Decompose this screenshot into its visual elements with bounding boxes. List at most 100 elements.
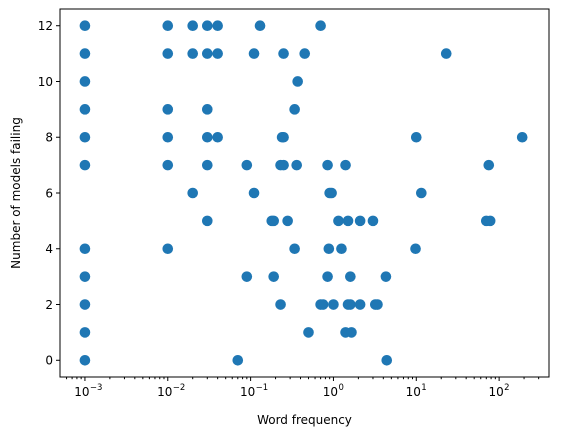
data-point [212,131,223,143]
data-point [79,354,91,366]
data-point [202,215,213,227]
x-tick-exponent: −1 [256,383,269,393]
data-point [79,327,91,338]
data-point [367,215,379,227]
data-point [162,20,174,32]
data-point [202,104,213,115]
data-point [328,299,339,310]
data-point [380,271,392,282]
data-point [79,131,91,143]
data-point [278,131,289,143]
data-point [241,271,253,282]
data-point [162,159,174,171]
plot-frame [59,8,550,378]
data-point [322,271,333,282]
x-tick-label: 10 [74,385,89,399]
data-point [162,243,174,255]
data-point [162,48,174,59]
y-axis-title: Number of models failing [9,117,23,269]
data-point [187,48,199,59]
data-point [79,48,91,59]
data-point [232,354,244,366]
data-point [275,299,286,310]
data-point [516,131,528,143]
x-tick-label: 10 [406,385,421,399]
data-point [248,48,260,59]
data-point [291,159,303,171]
data-point [322,159,333,171]
data-point [345,271,356,282]
x-tick-exponent: 1 [421,383,426,393]
data-point [483,159,495,171]
data-point [323,243,335,255]
data-point [202,20,213,32]
data-point [345,299,356,310]
data-point [372,299,383,310]
data-point [248,187,260,199]
data-point [333,215,344,227]
x-tick-label: 10 [157,385,172,399]
data-point [282,215,293,227]
data-point [340,159,351,171]
data-point [315,20,326,32]
data-point [162,104,174,115]
y-tick-label: 8 [45,131,53,145]
data-point [354,299,366,310]
data-point [354,215,366,227]
data-point [326,187,337,199]
y-tick-label: 0 [45,354,53,368]
data-point [202,159,213,171]
data-point [254,20,266,32]
data-point [212,20,223,32]
data-point [212,48,223,59]
x-tick-exponent: 2 [504,383,509,393]
data-point [79,271,91,282]
x-tick-label: 10 [240,385,255,399]
x-tick-label: 10 [488,385,503,399]
data-point [346,327,357,338]
data-point [416,187,427,199]
data-point [381,354,393,366]
x-tick-exponent: −2 [173,383,186,393]
data-point [202,48,213,59]
data-points [79,20,528,366]
data-point [187,20,199,32]
data-point [79,159,91,171]
x-tick-exponent: −3 [90,383,103,393]
data-point [79,104,91,115]
y-tick-label: 6 [45,186,53,200]
data-point [278,159,289,171]
data-point [79,76,91,87]
y-tick-label: 10 [38,75,53,89]
data-point [289,243,300,255]
data-point [292,76,303,87]
data-point [484,215,496,227]
data-point [317,299,329,310]
x-axis-title: Word frequency [257,413,352,427]
data-point [79,299,91,310]
y-tick-label: 4 [45,242,53,256]
data-point [299,48,311,59]
y-tick-label: 2 [45,298,53,312]
data-point [440,48,452,59]
data-point [187,187,199,199]
data-point [278,48,289,59]
data-point [162,131,174,143]
data-point [241,159,253,171]
data-point [79,20,91,32]
data-point [268,271,280,282]
data-point [268,215,280,227]
data-point [342,215,354,227]
data-point [202,131,213,143]
y-tick-label: 12 [38,19,53,33]
data-point [303,327,314,338]
x-tick-exponent: 0 [338,383,343,393]
data-point [410,131,422,143]
data-point [410,243,421,255]
x-tick-label: 10 [323,385,338,399]
data-point [289,104,300,115]
data-point [336,243,347,255]
